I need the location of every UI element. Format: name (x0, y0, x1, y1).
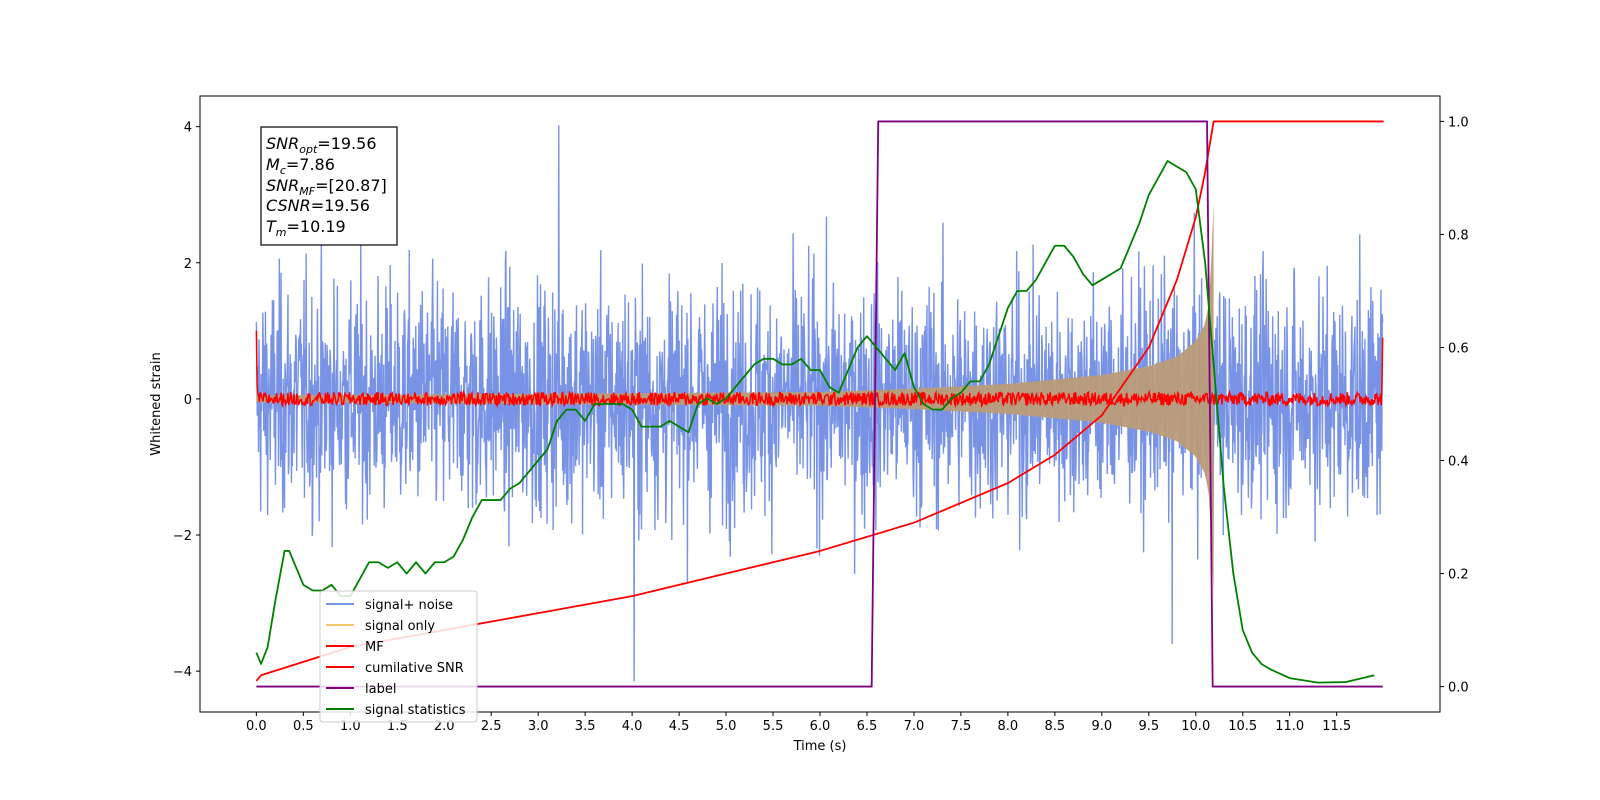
info-snr-opt: SNRopt=19.56 (266, 134, 377, 156)
x-tick-label: 5.5 (763, 719, 784, 734)
x-tick-label: 3.5 (575, 719, 596, 734)
y-tick-label-right: 0.8 (1448, 228, 1469, 243)
x-tick-label: 2.5 (481, 719, 502, 734)
series-mf-line (255, 330, 1384, 409)
y-axis-label-left: Whitened strain (149, 352, 164, 455)
x-tick-label: 4.5 (669, 719, 690, 734)
legend-label: cumilative SNR (365, 661, 464, 676)
info-box-frame (260, 126, 398, 246)
x-tick-label: 5.0 (716, 719, 737, 734)
y-tick-label-right: 0.0 (1448, 681, 1469, 696)
info-csnr: CSNR=19.56 (266, 196, 370, 215)
legend-label: label (365, 682, 396, 697)
x-tick-label: 1.0 (340, 719, 361, 734)
series-signal-statistics-line (255, 160, 1375, 684)
info-box: SNRopt=19.56 Mc=7.86 SNRMF=[20.87] CSNR=… (260, 126, 398, 246)
x-tick-label: 8.5 (1045, 719, 1066, 734)
x-tick-label: 10.0 (1181, 719, 1210, 734)
info-tm: Tm=10.19 (266, 217, 346, 239)
x-tick-label: 7.5 (951, 719, 972, 734)
x-tick-label: 1.5 (387, 719, 408, 734)
y-tick-label-right: 0.2 (1448, 568, 1469, 583)
x-tick-label: 6.0 (810, 719, 831, 734)
y-axis-left: 4 2 0 −2 −4 (173, 121, 200, 680)
x-tick-label: 11.0 (1275, 719, 1304, 734)
series-label-line (256, 120, 1383, 688)
x-tick-label: 0.0 (246, 719, 267, 734)
legend-label: signal+ noise (365, 598, 453, 613)
x-tick-label: 6.5 (857, 719, 878, 734)
x-tick-label: 7.0 (904, 719, 925, 734)
x-tick-label: 8.0 (998, 719, 1019, 734)
x-tick-label: 0.5 (293, 719, 314, 734)
x-tick-label: 10.5 (1228, 719, 1257, 734)
x-axis: 0.0 0.5 1.0 1.5 2.0 2.5 3.0 3.5 4.0 4.5 5.0 5.5 6.0 6… (246, 712, 1351, 734)
y-tick-label-left: 4 (184, 121, 192, 136)
y-tick-label-right: 0.6 (1448, 341, 1469, 356)
legend-label: signal statistics (365, 703, 466, 718)
y-tick-label-right: 1.0 (1448, 115, 1469, 130)
x-tick-label: 9.0 (1091, 719, 1112, 734)
x-tick-label: 4.0 (622, 719, 643, 734)
y-tick-label-left: −4 (173, 665, 192, 680)
legend: signal+ noise signal only MF cumilative SNR… (319, 590, 478, 723)
legend-frame (319, 590, 478, 723)
y-tick-label-left: 0 (184, 393, 192, 408)
x-axis-label: Time (s) (793, 739, 847, 754)
x-tick-label: 11.5 (1322, 719, 1351, 734)
legend-label: MF (365, 640, 384, 655)
x-tick-label: 9.5 (1138, 719, 1159, 734)
y-tick-label-right: 0.4 (1448, 455, 1469, 470)
info-snr-mf: SNRMF=[20.87] (266, 176, 387, 198)
x-tick-label: 2.0 (434, 719, 455, 734)
info-mc: Mc=7.86 (266, 155, 335, 177)
x-tick-label: 3.0 (528, 719, 549, 734)
y-tick-label-left: 2 (184, 257, 192, 272)
y-axis-right: 1.0 0.8 0.6 0.4 0.2 0.0 (1440, 115, 1469, 696)
legend-label: signal only (365, 619, 435, 634)
y-tick-label-left: −2 (173, 529, 192, 544)
